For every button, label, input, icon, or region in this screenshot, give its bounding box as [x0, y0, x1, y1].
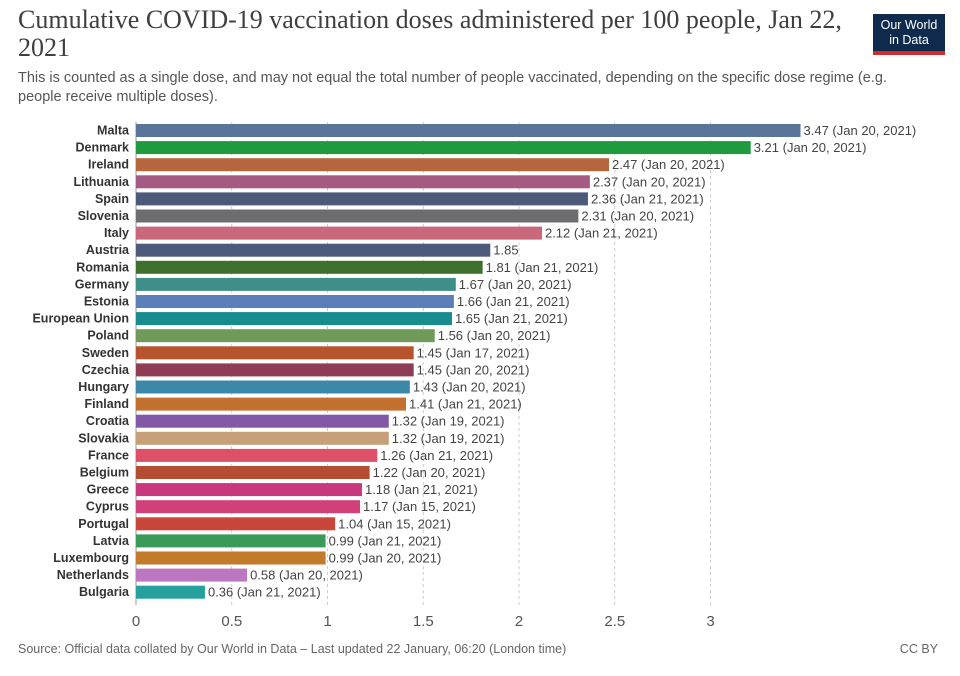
- category-label: Slovenia: [78, 209, 130, 223]
- chart-subtitle: This is counted as a single dose, and ma…: [18, 70, 887, 105]
- bar[interactable]: [136, 260, 483, 274]
- data-label: 0.99 (Jan 21, 2021): [329, 533, 442, 548]
- logo-line-1: Our World: [880, 18, 938, 32]
- data-label: 1.04 (Jan 15, 2021): [338, 516, 451, 531]
- bar[interactable]: [136, 568, 248, 582]
- data-label: 1.67 (Jan 20, 2021): [459, 277, 572, 292]
- x-tick-label: 0: [132, 613, 140, 630]
- bar[interactable]: [136, 431, 389, 445]
- data-label: 1.85: [493, 243, 518, 258]
- category-label: Austria: [86, 243, 130, 257]
- x-tick-label: 3: [706, 613, 714, 630]
- data-label: 1.66 (Jan 21, 2021): [457, 294, 570, 309]
- category-label: Lithuania: [73, 175, 130, 189]
- category-label: Spain: [95, 192, 129, 206]
- data-label: 0.99 (Jan 20, 2021): [329, 551, 442, 566]
- category-label: Estonia: [84, 295, 130, 309]
- x-tick-label: 0.5: [221, 613, 242, 630]
- bar[interactable]: [136, 380, 410, 394]
- data-label: 2.36 (Jan 21, 2021): [591, 191, 704, 206]
- data-label: 1.22 (Jan 20, 2021): [373, 465, 486, 480]
- bar[interactable]: [136, 448, 378, 462]
- category-label: Bulgaria: [79, 585, 130, 599]
- data-label: 1.41 (Jan 21, 2021): [409, 397, 522, 412]
- bar[interactable]: [136, 209, 579, 223]
- data-label: 1.18 (Jan 21, 2021): [365, 482, 478, 497]
- category-label: Finland: [85, 397, 129, 411]
- data-label: 1.81 (Jan 21, 2021): [486, 260, 599, 275]
- category-label: Belgium: [80, 466, 129, 480]
- category-label: Poland: [87, 329, 129, 343]
- data-label: 1.65 (Jan 21, 2021): [455, 311, 568, 326]
- category-label: Czechia: [82, 363, 130, 377]
- license-label[interactable]: CC BY: [899, 642, 938, 656]
- logo-line-2: in Data: [889, 33, 929, 47]
- bar[interactable]: [136, 243, 491, 257]
- data-label: 1.43 (Jan 20, 2021): [413, 380, 526, 395]
- category-label: Romania: [76, 260, 130, 274]
- data-label: 2.31 (Jan 20, 2021): [581, 209, 694, 224]
- category-label: Portugal: [78, 517, 129, 531]
- data-label: 3.21 (Jan 20, 2021): [754, 140, 867, 155]
- data-label: 1.45 (Jan 17, 2021): [417, 345, 530, 360]
- category-label: Greece: [87, 483, 129, 497]
- category-label: Cyprus: [86, 500, 129, 514]
- category-label: Italy: [104, 226, 129, 240]
- x-tick-label: 2: [515, 613, 523, 630]
- category-label: Luxembourg: [53, 551, 129, 565]
- category-label: Sweden: [82, 346, 129, 360]
- data-label: 1.32 (Jan 19, 2021): [392, 414, 505, 429]
- bar[interactable]: [136, 329, 435, 343]
- category-label: Slovakia: [78, 431, 130, 445]
- x-tick-label: 1.5: [413, 613, 434, 630]
- bar[interactable]: [136, 483, 362, 497]
- category-label: Hungary: [78, 380, 129, 394]
- bar[interactable]: [136, 277, 456, 291]
- bar[interactable]: [136, 346, 414, 360]
- bar[interactable]: [136, 363, 414, 377]
- data-label: 2.12 (Jan 21, 2021): [545, 226, 658, 241]
- source-note: Source: Official data collated by Our Wo…: [18, 642, 567, 656]
- bar[interactable]: [136, 585, 205, 599]
- bar[interactable]: [136, 466, 370, 479]
- category-label: Ireland: [88, 158, 129, 172]
- bar[interactable]: [136, 175, 590, 189]
- bar[interactable]: [136, 295, 454, 308]
- data-label: 1.26 (Jan 21, 2021): [380, 448, 493, 463]
- x-tick-label: 2.5: [604, 613, 625, 630]
- category-label: Netherlands: [57, 568, 129, 582]
- bar[interactable]: [136, 534, 326, 548]
- category-label: Germany: [75, 277, 129, 291]
- data-label: 2.37 (Jan 20, 2021): [593, 174, 706, 189]
- data-label: 1.45 (Jan 20, 2021): [417, 362, 530, 377]
- bar[interactable]: [136, 141, 751, 155]
- bar[interactable]: [136, 500, 361, 514]
- data-label: 1.56 (Jan 20, 2021): [438, 328, 551, 343]
- category-label: Malta: [97, 124, 130, 138]
- category-label: Denmark: [76, 141, 130, 155]
- category-label: Croatia: [86, 414, 130, 428]
- bar[interactable]: [136, 551, 326, 565]
- category-label: France: [88, 448, 129, 462]
- data-label: 3.47 (Jan 20, 2021): [804, 123, 917, 138]
- data-label: 1.32 (Jan 19, 2021): [392, 431, 505, 446]
- owid-logo[interactable]: Our World in Data: [873, 14, 945, 55]
- bar[interactable]: [136, 517, 336, 531]
- bar[interactable]: [136, 312, 452, 326]
- data-label: 1.17 (Jan 15, 2021): [363, 499, 476, 514]
- bar[interactable]: [136, 397, 407, 411]
- data-label: 0.58 (Jan 20, 2021): [250, 568, 363, 583]
- x-tick-label: 1: [323, 613, 331, 630]
- bar[interactable]: [136, 158, 610, 172]
- bar[interactable]: [136, 124, 801, 137]
- category-label: Latvia: [93, 534, 130, 548]
- data-label: 2.47 (Jan 20, 2021): [612, 157, 725, 172]
- bar[interactable]: [136, 226, 542, 240]
- category-label: European Union: [32, 312, 129, 326]
- chart-title: Cumulative COVID-19 vaccination doses ad…: [18, 5, 842, 62]
- bar[interactable]: [136, 192, 588, 206]
- bar[interactable]: [136, 414, 389, 428]
- data-label: 0.36 (Jan 21, 2021): [208, 585, 321, 600]
